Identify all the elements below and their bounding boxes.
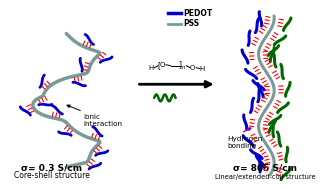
Text: Linear/extended-coil structure: Linear/extended-coil structure	[215, 174, 316, 180]
Text: Ionic
interaction: Ionic interaction	[83, 114, 122, 126]
Text: $\mathsf{[}$: $\mathsf{[}$	[157, 60, 161, 72]
Text: σ= 805 S/cm: σ= 805 S/cm	[233, 163, 297, 172]
Text: $\mathsf{O}$: $\mathsf{O}$	[189, 63, 196, 72]
Text: $\mathsf{O}$: $\mathsf{O}$	[159, 60, 167, 69]
Text: PSS: PSS	[184, 19, 200, 28]
Text: Hydrogen
bonding: Hydrogen bonding	[227, 136, 262, 149]
Text: $\mathsf{H}$: $\mathsf{H}$	[199, 64, 205, 73]
Text: σ= 0.3 S/cm: σ= 0.3 S/cm	[21, 163, 82, 172]
Text: Core-shell structure: Core-shell structure	[14, 171, 90, 180]
Text: PEDOT: PEDOT	[184, 9, 213, 18]
Text: $\mathsf{]_n}$: $\mathsf{]_n}$	[178, 60, 186, 72]
Text: $\mathsf{H}$: $\mathsf{H}$	[148, 63, 155, 72]
